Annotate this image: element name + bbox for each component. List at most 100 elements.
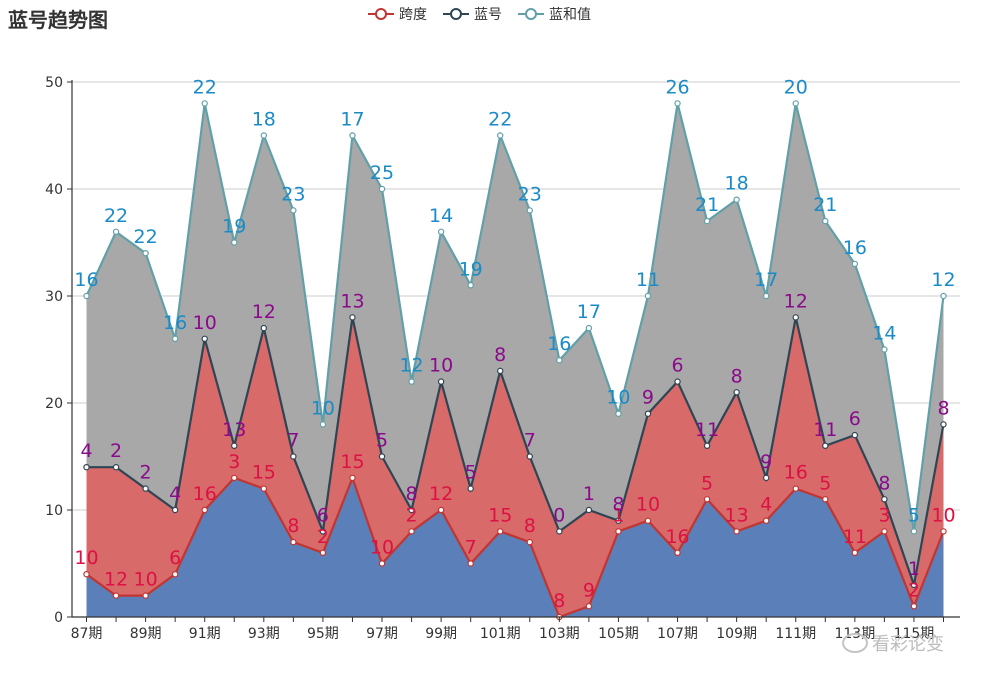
data-point (201, 100, 208, 107)
data-point (408, 528, 415, 535)
data-point (644, 517, 652, 524)
data-label: 26 (665, 76, 689, 98)
data-point (762, 517, 770, 524)
data-point (231, 239, 238, 246)
data-label: 22 (104, 205, 128, 227)
data-point (497, 528, 504, 535)
data-label: 23 (281, 183, 305, 205)
data-label: 12 (429, 483, 453, 505)
y-tick-label: 50 (45, 75, 63, 91)
data-label: 5 (465, 462, 477, 484)
x-tick-label: 93期 (248, 626, 280, 642)
data-point (260, 132, 268, 139)
data-point (319, 549, 327, 557)
y-tick-label: 30 (45, 289, 63, 305)
data-point (703, 217, 711, 225)
data-label: 10 (193, 312, 217, 334)
data-label: 11 (636, 269, 660, 291)
data-label: 15 (488, 504, 512, 526)
x-tick-label: 115期 (894, 626, 935, 642)
data-point (881, 528, 888, 535)
data-label: 3 (878, 504, 890, 526)
data-label: 9 (583, 579, 595, 601)
data-label: 12 (399, 355, 423, 377)
series-line-1 (86, 317, 945, 590)
data-label: 16 (843, 237, 867, 259)
data-label: 4 (80, 440, 92, 462)
data-label: 10 (636, 494, 660, 516)
data-label: 2 (406, 504, 418, 526)
data-point (83, 292, 90, 300)
data-label: 10 (134, 569, 158, 591)
data-label: 8 (878, 472, 890, 494)
data-point (585, 324, 593, 332)
data-label: 8 (524, 515, 536, 537)
data-label: 11 (695, 419, 719, 441)
y-tick-label: 20 (45, 396, 63, 412)
data-point (733, 196, 740, 203)
data-point (556, 528, 563, 535)
data-point (112, 464, 120, 471)
data-label: 1 (612, 504, 624, 526)
data-label: 14 (429, 205, 453, 227)
x-tick-label: 89期 (130, 626, 162, 642)
legend[interactable]: 跨度 蓝号 蓝和值 (368, 4, 591, 24)
data-label: 10 (606, 387, 630, 409)
data-point (83, 571, 90, 578)
x-tick-label: 109期 (716, 626, 757, 642)
data-label: 8 (406, 483, 418, 505)
data-point (910, 603, 918, 610)
data-point (497, 367, 504, 375)
data-point (910, 581, 918, 589)
data-point (378, 185, 386, 193)
data-point (142, 592, 149, 599)
legend-item-span[interactable]: 跨度 (368, 4, 427, 24)
legend-item-blue[interactable]: 蓝号 (443, 4, 502, 24)
data-label: 2 (908, 579, 920, 601)
data-label: 11 (813, 419, 837, 441)
data-label: 7 (287, 430, 299, 452)
x-tick-label: 107期 (657, 626, 698, 642)
data-label: 6 (671, 355, 683, 377)
data-point (762, 474, 770, 482)
data-label: 1 (583, 483, 595, 505)
data-label: 13 (340, 290, 364, 312)
data-point (733, 528, 740, 535)
data-point (822, 217, 829, 225)
legend-label-sum: 蓝和值 (549, 7, 591, 23)
data-point (881, 496, 888, 503)
data-label: 16 (163, 312, 187, 334)
data-point (260, 485, 268, 492)
y-tick-label: 40 (45, 182, 63, 198)
data-point (881, 346, 888, 353)
data-point (319, 528, 327, 535)
data-label: 8 (287, 515, 299, 537)
chart-title: 蓝号趋势图 (8, 8, 108, 32)
data-label: 6 (169, 547, 181, 569)
data-point (940, 292, 947, 300)
data-point (674, 100, 681, 107)
data-label: 15 (340, 451, 364, 473)
legend-item-sum[interactable]: 蓝和值 (518, 4, 591, 24)
data-label: 15 (252, 462, 276, 484)
data-label: 5 (908, 504, 920, 526)
data-point (526, 453, 533, 460)
data-label: 9 (760, 451, 772, 473)
legend-swatch-span-icon (368, 8, 394, 20)
data-point (349, 474, 356, 482)
data-label: 5 (701, 472, 713, 494)
data-point (851, 549, 859, 557)
data-label: 16 (665, 526, 689, 548)
data-label: 7 (465, 537, 477, 559)
data-label: 12 (104, 569, 128, 591)
data-label: 21 (695, 194, 719, 216)
data-label: 16 (74, 269, 98, 291)
data-label: 17 (754, 269, 778, 291)
data-label: 8 (937, 397, 949, 419)
data-label: 4 (169, 483, 181, 505)
data-label: 0 (553, 504, 565, 526)
data-point (615, 410, 622, 417)
